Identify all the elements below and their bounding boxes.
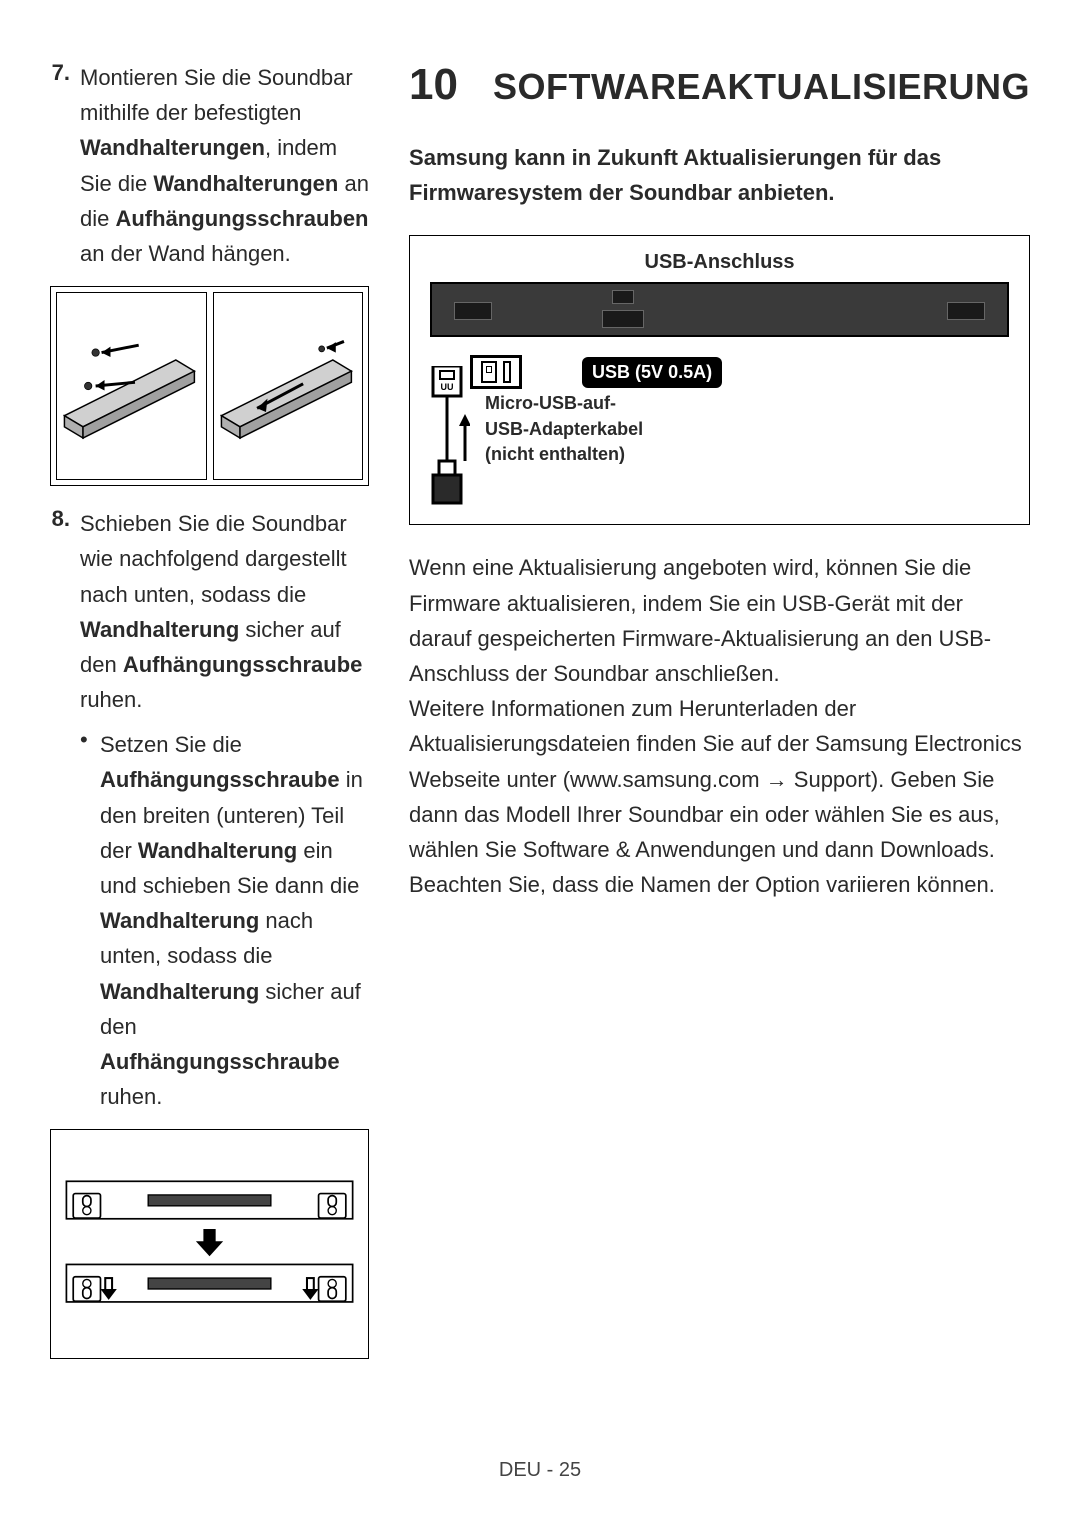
figure-usb-diagram: USB-Anschluss USB (5V 0.5A) (409, 235, 1030, 525)
text: Montieren Sie die Soundbar mithilfe der … (80, 65, 353, 125)
micro-usb-icon (481, 361, 497, 383)
step-8: 8. Schieben Sie die Soundbar wie nachfol… (50, 506, 369, 717)
bold-text: Wandhalterung (100, 908, 259, 933)
bullet-dot-icon: • (80, 727, 100, 1114)
step-7: 7. Montieren Sie die Soundbar mithilfe d… (50, 60, 369, 271)
intro-text: Samsung kann in Zukunft Aktualisierungen… (409, 140, 1030, 210)
slide-down-svg (63, 1142, 356, 1346)
bold-text: Wandhalterung (100, 979, 259, 1004)
usb-stick-icon: UU (425, 366, 470, 511)
usb-slot-icon (503, 361, 511, 383)
step-8-number: 8. (50, 506, 80, 717)
text: an der Wand hängen. (80, 241, 291, 266)
figure-wall-mount (50, 286, 369, 486)
step-7-number: 7. (50, 60, 80, 271)
bold-text: Aufhängungsschraube (100, 767, 340, 792)
step-7-text: Montieren Sie die Soundbar mithilfe der … (80, 60, 369, 271)
step-8-bullet: • Setzen Sie die Aufhängungsschraube in … (80, 727, 369, 1114)
bold-text: Wandhalterung (80, 617, 239, 642)
bold-text: Aufhängungsschraube (123, 652, 363, 677)
cable-note-line1: Micro-USB-auf- (485, 391, 643, 416)
bullet-text: Setzen Sie die Aufhängungsschraube in de… (100, 727, 369, 1114)
section-title: SOFTWAREAKTUALISIERUNG (493, 66, 1030, 108)
bold-text: Aufhängungsschraube (100, 1049, 340, 1074)
usb-connector-row: USB (5V 0.5A) (430, 355, 1009, 389)
text: Setzen Sie die (100, 732, 242, 757)
wall-mount-svg-left (57, 293, 206, 479)
usb-port-box (470, 355, 522, 389)
usb-anschluss-label: USB-Anschluss (430, 251, 1009, 274)
soundbar-back-panel (430, 282, 1009, 337)
section-header: 10 SOFTWAREAKTUALISIERUNG (409, 60, 1030, 110)
figure-panel-left (56, 292, 207, 480)
wall-mount-svg-right (214, 293, 363, 479)
svg-text:UU: UU (441, 382, 454, 392)
cable-note-line3: (nicht enthalten) (485, 442, 643, 467)
page-footer: DEU - 25 (0, 1459, 1080, 1482)
bold-text: Aufhängungsschrauben (115, 206, 368, 231)
body-paragraph: Wenn eine Aktualisierung angeboten wird,… (409, 550, 1030, 902)
figure-slide-down (50, 1129, 369, 1359)
usb-power-badge: USB (5V 0.5A) (582, 357, 722, 388)
figure-panel-right (213, 292, 364, 480)
text: Schieben Sie die Soundbar wie nachfolgen… (80, 511, 347, 606)
left-column: 7. Montieren Sie die Soundbar mithilfe d… (50, 60, 369, 1379)
text: ruhen. (100, 1084, 162, 1109)
bold-text: Wandhalterung (138, 838, 297, 863)
step-8-text: Schieben Sie die Soundbar wie nachfolgen… (80, 506, 369, 717)
cable-note-line2: USB-Adapterkabel (485, 417, 643, 442)
bold-text: Wandhalterungen (80, 135, 265, 160)
bold-text: Wandhalterungen (153, 171, 338, 196)
usb-cable-note: Micro-USB-auf- USB-Adapterkabel (nicht e… (485, 391, 643, 467)
section-number: 10 (409, 60, 458, 110)
right-column: 10 SOFTWAREAKTUALISIERUNG Samsung kann i… (409, 60, 1030, 1379)
text: ruhen. (80, 687, 142, 712)
